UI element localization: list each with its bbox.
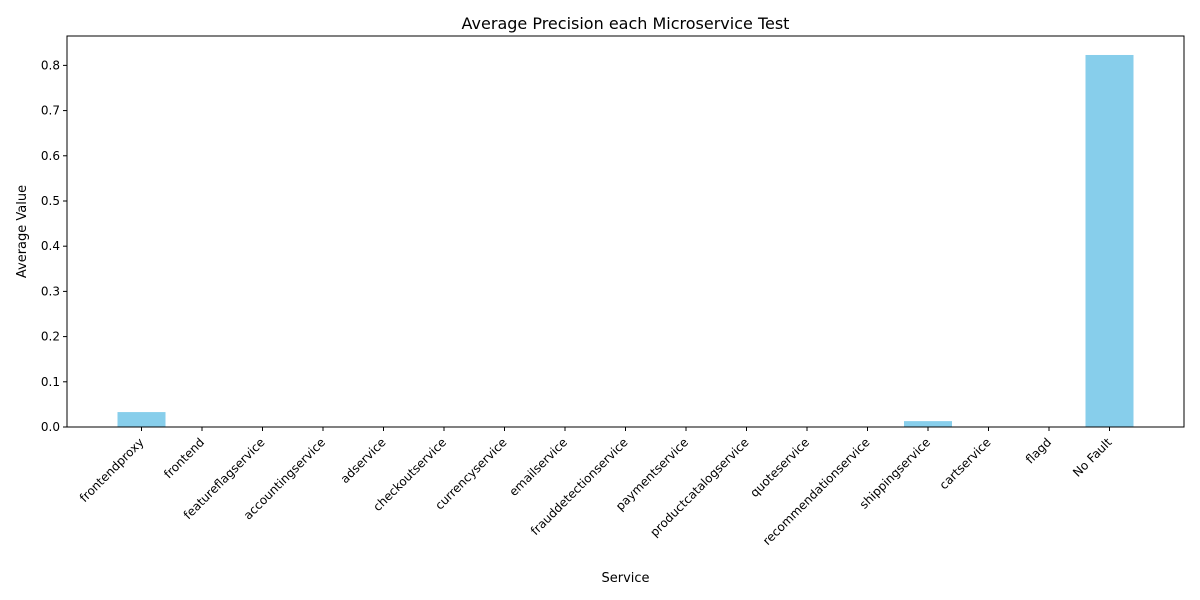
x-tick-label: adservice [338,435,389,486]
bar [117,412,166,427]
x-tick-label: productcatalogservice [647,435,751,539]
y-tick-label: 0.8 [41,58,60,72]
y-axis-label: Average Value [15,185,30,278]
y-tick-label: 0.3 [41,284,60,298]
x-tick-label: quoteservice [747,435,812,500]
y-tick-label: 0.5 [41,194,60,208]
x-tick-label: No Fault [1070,435,1115,480]
y-tick-label: 0.0 [41,420,60,434]
y-tick-label: 0.2 [41,330,60,344]
x-tick-label: emailservice [506,435,570,499]
x-tick-label: recommendationservice [760,435,873,548]
x-axis-label: Service [601,571,649,586]
bar [1085,54,1134,427]
y-tick-label: 0.1 [41,375,60,389]
plot-frame [66,35,1185,428]
x-tick-label: cartservice [937,435,994,492]
chart-title: Average Precision each Microservice Test [462,14,790,33]
x-tick-label: frauddetectionservice [528,435,631,538]
y-tick-label: 0.6 [41,149,60,163]
plot-area: frontendproxy frontendfeatureflagservicea… [41,54,1134,548]
bar [904,421,952,427]
x-tick-label: frontend [161,435,207,481]
y-tick-label: 0.4 [41,239,60,253]
x-tick-label: flagd [1023,435,1054,466]
y-tick-label: 0.7 [41,104,60,118]
x-tick-label: frontendproxy [77,435,147,505]
